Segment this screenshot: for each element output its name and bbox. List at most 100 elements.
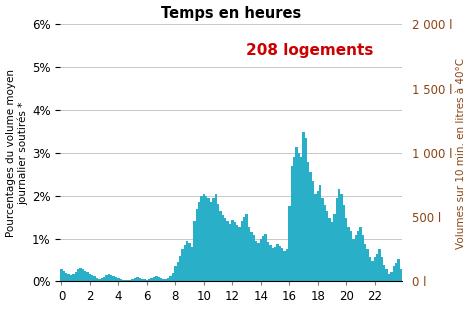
Bar — [255, 241, 257, 281]
Bar — [354, 235, 357, 281]
Bar — [112, 276, 115, 281]
Bar — [134, 278, 136, 281]
Bar — [198, 202, 200, 281]
Bar — [167, 278, 169, 281]
Bar — [153, 277, 155, 281]
Bar — [336, 198, 338, 281]
Bar — [231, 220, 234, 281]
Bar — [160, 278, 162, 281]
Bar — [234, 222, 236, 281]
Bar — [395, 264, 397, 281]
Bar — [238, 226, 241, 281]
Bar — [390, 272, 393, 281]
Bar — [174, 266, 177, 281]
Bar — [82, 269, 84, 281]
Bar — [321, 198, 324, 281]
Bar — [381, 256, 383, 281]
Bar — [307, 162, 310, 281]
Bar — [379, 249, 381, 281]
Bar — [115, 277, 117, 281]
Bar — [352, 239, 354, 281]
Bar — [205, 196, 207, 281]
Bar — [331, 222, 333, 281]
Bar — [400, 269, 402, 281]
Bar — [96, 278, 98, 281]
Bar — [165, 279, 167, 281]
Bar — [305, 138, 307, 281]
Bar — [101, 278, 103, 281]
Bar — [248, 226, 250, 281]
Bar — [338, 189, 340, 281]
Y-axis label: Volumes sur 10 min. en litres à 40°C: Volumes sur 10 min. en litres à 40°C — [456, 57, 466, 248]
Bar — [369, 256, 371, 281]
Bar — [314, 194, 317, 281]
Bar — [329, 218, 331, 281]
Bar — [224, 218, 227, 281]
Bar — [119, 279, 122, 281]
Bar — [264, 234, 267, 281]
Bar — [229, 224, 231, 281]
Bar — [317, 192, 319, 281]
Bar — [162, 279, 165, 281]
Bar — [276, 244, 278, 281]
Bar — [326, 211, 329, 281]
Bar — [278, 246, 281, 281]
Bar — [67, 274, 70, 281]
Bar — [207, 198, 210, 281]
Bar — [298, 153, 300, 281]
Bar — [393, 266, 395, 281]
Bar — [288, 206, 290, 281]
Bar — [143, 279, 146, 281]
Bar — [136, 277, 139, 281]
Bar — [169, 276, 172, 281]
Bar — [186, 241, 188, 281]
Bar — [241, 222, 243, 281]
Bar — [373, 256, 376, 281]
Bar — [195, 209, 198, 281]
Bar — [386, 269, 388, 281]
Bar — [347, 226, 350, 281]
Bar — [129, 280, 132, 281]
Bar — [350, 231, 352, 281]
Bar — [324, 205, 326, 281]
Bar — [366, 249, 369, 281]
Bar — [217, 204, 219, 281]
Bar — [105, 275, 108, 281]
Bar — [376, 254, 379, 281]
Bar — [357, 231, 359, 281]
Bar — [219, 211, 222, 281]
Bar — [103, 277, 105, 281]
Bar — [93, 276, 96, 281]
Bar — [63, 271, 65, 281]
Bar — [177, 262, 179, 281]
Bar — [146, 280, 148, 281]
Bar — [253, 235, 255, 281]
Bar — [108, 274, 110, 281]
Bar — [151, 278, 153, 281]
Bar — [184, 245, 186, 281]
Bar — [283, 251, 286, 281]
Bar — [124, 280, 126, 281]
Bar — [236, 225, 238, 281]
Bar — [60, 269, 63, 281]
Bar — [362, 235, 364, 281]
Bar — [200, 196, 202, 281]
Bar — [295, 146, 298, 281]
Bar — [359, 226, 362, 281]
Bar — [179, 256, 181, 281]
Bar — [250, 232, 253, 281]
Bar — [86, 272, 89, 281]
Bar — [117, 278, 119, 281]
Bar — [79, 268, 82, 281]
Bar — [345, 218, 347, 281]
Bar — [245, 214, 248, 281]
Bar — [77, 269, 79, 281]
Bar — [269, 245, 271, 281]
Bar — [397, 259, 400, 281]
Bar — [191, 247, 193, 281]
Bar — [343, 205, 345, 281]
Bar — [227, 222, 229, 281]
Bar — [364, 244, 366, 281]
Bar — [210, 202, 212, 281]
Bar — [141, 279, 143, 281]
